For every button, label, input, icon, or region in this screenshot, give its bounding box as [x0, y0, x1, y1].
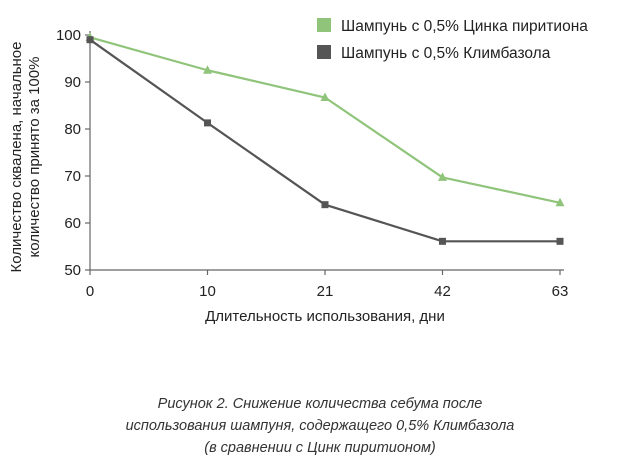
caption-line-3: (в сравнении с Цинк пиритионом) — [204, 440, 436, 456]
legend: Шампунь с 0,5% Цинка пиритиона Шампунь с … — [317, 18, 588, 62]
series-1-point-10 — [203, 65, 212, 74]
figure-caption: Рисунок 2. Снижение количества себума по… — [0, 393, 640, 459]
y-axis-title: Количество сквалена, начальное количеств… — [8, 42, 43, 273]
series-2-point-42 — [439, 237, 446, 245]
legend-label-2: Шампунь с 0,5% Климбазола — [341, 45, 551, 62]
series-1-line — [89, 36, 561, 204]
caption-line-2: использования шампуня, содержащего 0,5% … — [125, 418, 515, 434]
series-2-point-10 — [204, 119, 211, 127]
x-tick-label-10: 10 — [199, 283, 216, 300]
line-chart: Количество сквалена, начальное количеств… — [8, 18, 588, 325]
series-2-point-21 — [321, 201, 329, 209]
y-tick-label-90: 90 — [64, 74, 81, 91]
series-1-point-63 — [555, 197, 565, 207]
y-tick-label-100: 100 — [56, 27, 81, 44]
x-tick-label-21: 21 — [317, 283, 334, 300]
caption-line-1: Рисунок 2. Снижение количества себума по… — [157, 396, 483, 412]
y-ticks: 50 60 70 80 90 100 — [56, 27, 90, 279]
y-axis-title-line-1: Количество сквалена, начальное — [8, 42, 25, 273]
series-1-point-21 — [320, 92, 330, 102]
y-tick-label-50: 50 — [64, 262, 81, 279]
legend-swatch-2 — [317, 45, 331, 59]
series-1-point-42 — [438, 172, 447, 181]
series-2-point-0 — [86, 36, 94, 44]
legend-label-1: Шампунь с 0,5% Цинка пиритиона — [341, 18, 588, 35]
series-layer — [85, 32, 565, 245]
series-2 — [86, 36, 564, 245]
series-2-point-63 — [556, 237, 564, 245]
axes — [89, 31, 564, 271]
y-tick-label-60: 60 — [64, 215, 81, 232]
y-axis-title-line-2: количество принято за 100% — [26, 57, 43, 258]
y-tick-label-70: 70 — [64, 168, 81, 185]
y-tick-label-80: 80 — [64, 121, 81, 138]
legend-swatch-1 — [317, 18, 331, 32]
x-tick-label-0: 0 — [86, 283, 94, 300]
x-tick-label-63: 63 — [552, 283, 569, 300]
x-ticks: 0 10 21 42 63 — [86, 270, 569, 300]
x-axis-title: Длительность использования, дни — [205, 308, 445, 325]
series-2-line — [89, 38, 560, 243]
x-tick-label-42: 42 — [434, 283, 451, 300]
